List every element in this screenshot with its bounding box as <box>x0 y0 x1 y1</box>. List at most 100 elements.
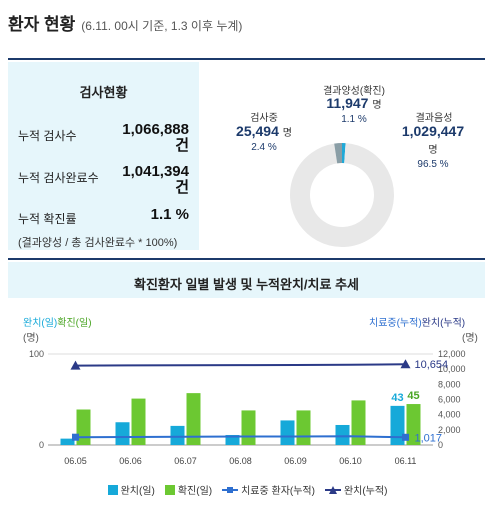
completed-tests-value: 1,041,394 건 <box>122 164 189 196</box>
data-label-treating-last: 1,017 <box>415 432 443 444</box>
bar-confirm-daily <box>131 398 146 445</box>
bar-confirm-daily <box>351 400 366 445</box>
legend-recover-daily: 완치(일) <box>107 482 155 497</box>
recovered-cum-point <box>70 360 81 370</box>
test-summary-title: 검사현황 <box>79 85 128 100</box>
x-tick-label: 06.08 <box>229 456 252 466</box>
donut-negative-number: 1,029,447 <box>401 123 465 139</box>
treating-point <box>402 433 409 441</box>
legend-recover-daily-label: 완치(일) <box>120 486 155 497</box>
donut-negative-pct: 96.5 % <box>417 159 449 170</box>
trend-chart: 0 100 0 2,000 4,000 6,000 8,000 10,000 12,000 06.… <box>29 349 466 466</box>
bar-confirm-daily <box>296 410 311 445</box>
legend-recovered-cum-swatch <box>324 485 341 494</box>
bar-recover-daily <box>335 424 350 445</box>
right-tick-label: 10,000 <box>438 364 466 374</box>
legend-confirm-daily-swatch <box>164 484 175 495</box>
left-tick-label: 100 <box>29 349 44 359</box>
test-status-panel: 검사현황 누적 검사수 1,066,888 건 누적 검사완료수 1,041,3… <box>8 58 485 252</box>
right-tick-label: 6,000 <box>438 395 461 405</box>
data-label-confirm-last: 45 <box>407 390 419 402</box>
right-axis-title-recovered: 완치(누적) <box>421 318 466 329</box>
legend-treating-swatch <box>222 486 239 493</box>
donut-positive-number: 11,947 <box>326 95 369 111</box>
page-subtitle: (6.11. 00시 기준, 1.3 이후 누계) <box>81 19 243 33</box>
trend-header: 확진환자 일별 발생 및 누적완치/치료 추세 <box>8 262 485 298</box>
left-tick-label: 0 <box>39 440 44 450</box>
positive-rate-note: (결과양성 / 총 검사완료수 * 100%) <box>18 237 178 249</box>
total-tests-unit: 건 <box>175 137 189 154</box>
donut-pending-value: 25,494 명 <box>219 123 309 139</box>
donut-positive-value: 11,947 명 <box>299 95 409 111</box>
bar-recover-daily <box>115 422 130 445</box>
legend-recovered-cum-label: 완치(누적) <box>343 486 388 497</box>
test-summary-box: 검사현황 누적 검사수 1,066,888 건 누적 검사완료수 1,041,3… <box>8 62 199 250</box>
x-tick-label: 06.05 <box>64 456 87 466</box>
completed-tests-number: 1,041,394 <box>122 163 189 180</box>
bar-confirm-daily <box>406 404 421 445</box>
total-tests-value: 1,066,888 건 <box>122 122 189 154</box>
right-tick-label: 0 <box>438 440 443 450</box>
legend-confirm-daily-label: 확진(일) <box>177 486 213 497</box>
bar-recover-daily <box>225 434 240 445</box>
trend-panel: 확진환자 일별 발생 및 누적완치/치료 추세 <box>8 258 485 515</box>
page-title: 환자 현황 <box>8 15 76 34</box>
total-tests-label: 누적 검사수 <box>18 129 77 143</box>
bar-confirm-daily <box>241 410 256 445</box>
legend-treating: 치료중 환자(누적) <box>222 482 315 497</box>
right-tick-label: 8,000 <box>438 379 461 389</box>
left-axis-unit: (명) <box>23 333 39 344</box>
x-tick-label: 06.10 <box>339 456 362 466</box>
right-tick-label: 4,000 <box>438 410 461 420</box>
x-tick-label: 06.09 <box>284 456 307 466</box>
right-tick-label: 12,000 <box>438 349 466 359</box>
legend-recovered-cum: 완치(누적) <box>324 482 388 497</box>
header: 환자 현황 (6.11. 00시 기준, 1.3 이후 누계) <box>8 10 242 38</box>
treating-line <box>75 435 406 439</box>
bar-confirm-daily <box>186 393 201 445</box>
bar-recover-daily <box>60 438 75 445</box>
legend-treating-label: 치료중 환자(누적) <box>241 486 315 497</box>
donut-positive-pct: 1.1 % <box>341 114 367 125</box>
donut-negative-label: 결과음성 <box>415 113 453 124</box>
positive-rate-label: 누적 확진률 <box>18 212 77 226</box>
donut-pending-pct: 2.4 % <box>251 142 277 153</box>
x-tick-label: 06.06 <box>119 456 142 466</box>
trend-title: 확진환자 일별 발생 및 누적완치/치료 추세 <box>134 277 359 292</box>
bar-recover-daily <box>170 425 185 445</box>
donut-chart <box>290 143 394 247</box>
right-axis-title-treating: 치료중(누적) <box>369 318 422 329</box>
legend-recover-daily-swatch <box>107 484 118 495</box>
donut-positive-label: 결과양성(확진) <box>323 86 385 97</box>
left-axis-title: 완치(일)확진(일) <box>23 314 92 329</box>
positive-rate-value: 1.1 % <box>150 206 189 223</box>
donut-slice-1 <box>290 143 394 247</box>
donut-pending-label: 검사중 <box>250 113 278 124</box>
bar-recover-daily <box>390 405 405 445</box>
bar-confirm-daily <box>76 409 91 445</box>
right-axis-unit: (명) <box>462 333 478 344</box>
x-tick-label: 06.11 <box>395 456 417 466</box>
data-label-recovered-last: 10,654 <box>415 359 449 371</box>
completed-tests-label: 누적 검사완료수 <box>18 171 99 185</box>
recovered-cum-point <box>400 359 411 369</box>
total-tests-number: 1,066,888 <box>122 121 189 138</box>
data-label-recover-last: 43 <box>391 392 403 404</box>
right-axis-title: 치료중(누적)완치(누적) <box>369 314 465 329</box>
right-tick-label: 2,000 <box>438 425 461 435</box>
left-axis-title-recover: 완치(일) <box>23 318 58 329</box>
recovered-cum-line <box>75 363 406 367</box>
donut-negative-unit: 명 <box>428 145 438 156</box>
donut-box: 결과양성(확진) 11,947 명 1.1 % 검사중 25,494 명 2.4… <box>199 62 485 250</box>
treating-point <box>72 433 79 441</box>
donut-negative-value: 1,029,447 명 <box>385 123 481 159</box>
trend-legend: 완치(일) 확진(일) 치료중 환자(누적) 완치(누적) <box>0 482 495 497</box>
donut-pending-unit: 명 <box>282 128 292 139</box>
x-tick-label: 06.07 <box>174 456 197 466</box>
bar-recover-daily <box>280 420 295 445</box>
donut-positive-unit: 명 <box>372 100 382 111</box>
legend-confirm-daily: 확진(일) <box>164 482 213 497</box>
left-axis-title-confirm: 확진(일) <box>57 318 92 329</box>
completed-tests-unit: 건 <box>175 179 189 196</box>
donut-pending-number: 25,494 <box>236 123 279 139</box>
